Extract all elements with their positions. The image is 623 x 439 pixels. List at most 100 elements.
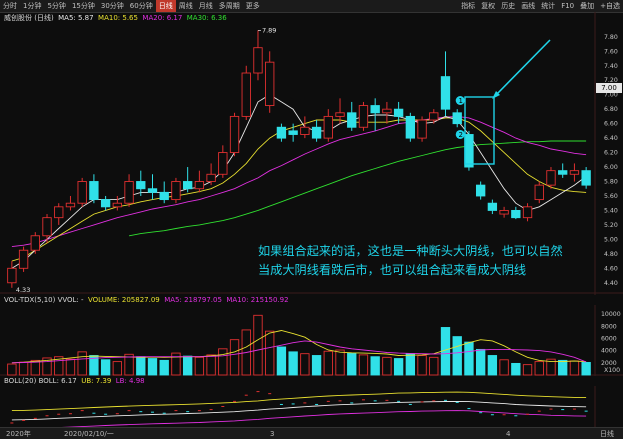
candle-body-2 xyxy=(30,235,40,251)
volume-bar-38 xyxy=(452,336,462,376)
volume-bar-31 xyxy=(370,356,380,376)
candle-body-31 xyxy=(370,105,380,114)
candle-body-41 xyxy=(487,202,498,211)
tool-7[interactable]: +自选 xyxy=(600,2,620,10)
high-marker: 7.89 xyxy=(262,26,276,34)
volume-bar-12 xyxy=(147,358,158,376)
candle-body-36 xyxy=(429,112,439,121)
tab-8[interactable]: 月线 xyxy=(198,2,213,10)
tab-4[interactable]: 30分钟 xyxy=(100,2,124,10)
tool-3[interactable]: 画线 xyxy=(521,2,536,10)
vol-tick-0: 10000 xyxy=(601,311,621,318)
volume-bar-25 xyxy=(300,353,310,376)
candle-body-26 xyxy=(311,126,322,139)
volume-bar-30 xyxy=(358,354,369,376)
candle-body-15 xyxy=(182,181,193,190)
low-marker: 4.33 xyxy=(16,286,30,294)
volume-bar-10 xyxy=(124,353,134,376)
vol-ma10: MA10: 215150.92 xyxy=(226,296,289,304)
tab-7[interactable]: 周线 xyxy=(178,2,193,10)
candle-body-7 xyxy=(89,181,99,201)
volume-bar-15 xyxy=(182,355,193,376)
tool-5[interactable]: F10 xyxy=(561,2,575,10)
volume-bar-22 xyxy=(265,330,275,376)
candle-body-37 xyxy=(440,76,451,110)
volume-bar-26 xyxy=(311,355,322,376)
current-price-tag: 7.00 xyxy=(596,83,622,93)
candle-body-34 xyxy=(405,115,416,139)
price-tick-17: 4.40 xyxy=(604,280,618,287)
volume-bar-35 xyxy=(417,355,427,376)
candle-body-48 xyxy=(569,170,580,175)
volume-bar-3 xyxy=(42,357,52,376)
volume-bar-1 xyxy=(18,361,29,376)
tool-6[interactable]: 叠加 xyxy=(580,2,595,10)
ma20-label: MA20: 6.17 xyxy=(142,14,183,22)
vol-volume: VOLUME: 205827.09 xyxy=(88,296,160,304)
tool-4[interactable]: 统计 xyxy=(541,2,556,10)
volume-bar-48 xyxy=(569,360,580,376)
tool-2[interactable]: 历史 xyxy=(501,2,516,10)
candle-body-28 xyxy=(335,112,345,117)
volume-bar-13 xyxy=(159,359,169,376)
candle-body-13 xyxy=(159,191,169,201)
volume-bar-28 xyxy=(335,349,345,376)
footer-month-3: 3 xyxy=(270,429,275,438)
volume-bar-40 xyxy=(475,348,486,376)
candle-body-29 xyxy=(347,112,357,128)
candle-body-19 xyxy=(229,115,240,154)
candle-body-27 xyxy=(323,115,333,139)
boll-lb-line xyxy=(11,410,587,430)
candle-body-45 xyxy=(534,184,544,201)
tab-3[interactable]: 15分钟 xyxy=(71,2,95,10)
tool-0[interactable]: 指标 xyxy=(461,2,476,10)
price-tick-4: 7.00 xyxy=(604,92,618,99)
vol-tick-1: 8000 xyxy=(601,323,617,330)
date-footer: 2020年 2020/02/10/一 3 4 日线 xyxy=(0,427,623,439)
volume-bar-39 xyxy=(464,341,474,376)
ma-info-line: 威创股份 (日线) MA5: 5.87 MA10: 5.65 MA20: 6.1… xyxy=(0,13,604,23)
tab-5[interactable]: 60分钟 xyxy=(129,2,153,10)
volume-bar-5 xyxy=(65,358,76,376)
footer-period[interactable]: 日线 xyxy=(600,429,614,438)
period-tabs: 分时 1分钟 5分钟 15分钟 30分钟 60分钟 日线 周线 月线 多周期 更多 xyxy=(0,0,263,12)
candle-body-47 xyxy=(558,170,568,175)
tab-2[interactable]: 5分钟 xyxy=(47,2,66,10)
candle-body-21 xyxy=(253,47,263,74)
volume-bar-27 xyxy=(323,350,333,376)
tab-6[interactable]: 日线 xyxy=(155,0,176,12)
tool-1[interactable]: 复权 xyxy=(481,2,496,10)
price-tick-9: 6.00 xyxy=(604,164,618,171)
candle-body-20 xyxy=(241,72,251,117)
candle-body-40 xyxy=(475,184,486,197)
candle-body-5 xyxy=(65,202,76,208)
price-tick-16: 4.60 xyxy=(604,265,618,272)
candle-body-18 xyxy=(218,152,228,175)
candle-body-10 xyxy=(124,181,134,204)
volume-bar-17 xyxy=(206,354,216,376)
candle-body-46 xyxy=(546,170,556,186)
volume-bar-47 xyxy=(558,359,568,376)
candle-body-14 xyxy=(171,181,181,201)
tab-1[interactable]: 1分钟 xyxy=(23,2,42,10)
annotation-line-1: 如果组合起来的话，这也是一种断头大阴线，也可以自然 xyxy=(258,244,563,258)
tab-9[interactable]: 多周期 xyxy=(218,2,240,10)
price-tick-5: 6.80 xyxy=(604,106,618,113)
candle-body-30 xyxy=(358,105,369,128)
tab-0[interactable]: 分时 xyxy=(3,2,17,10)
boll-ub: UB: 7.39 xyxy=(81,377,112,385)
volume-bar-19 xyxy=(229,339,240,376)
tab-10[interactable]: 更多 xyxy=(245,2,260,10)
volume-bar-49 xyxy=(581,362,591,376)
price-tick-11: 5.60 xyxy=(604,193,618,200)
volume-bar-44 xyxy=(522,364,533,376)
step-number-1: 1 xyxy=(459,97,463,105)
volume-bar-14 xyxy=(171,352,181,376)
candle-body-38 xyxy=(452,112,462,125)
ma10-line xyxy=(11,117,587,262)
price-tick-12: 5.40 xyxy=(604,207,618,214)
candle-body-33 xyxy=(393,108,404,117)
pointer-arrow-head xyxy=(492,91,500,99)
volume-unit: X100 xyxy=(604,367,621,374)
